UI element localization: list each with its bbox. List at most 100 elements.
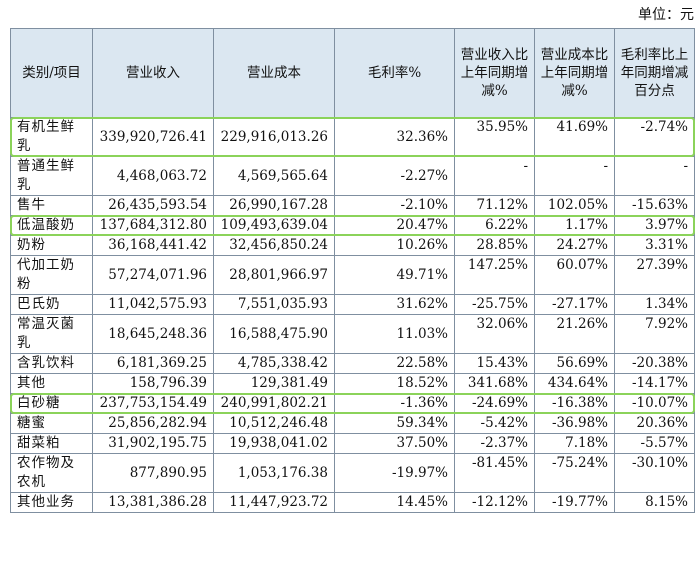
table-row: 含乳饮料 6,181,369.25 4,785,338.42 22.58% 15.43%…	[10, 353, 695, 374]
row-name: 甜菜粕	[10, 433, 93, 454]
row-revenue: 26,435,593.54	[92, 195, 214, 216]
row-cost: 32,456,850.24	[213, 235, 335, 256]
row-cost-change: 434.64%	[534, 373, 615, 394]
row-margin-change: -30.10%	[614, 453, 695, 493]
row-margin: 10.26%	[334, 235, 455, 256]
row-revenue-change: -12.12%	[454, 492, 535, 513]
row-margin-change: -15.63%	[614, 195, 695, 216]
row-revenue: 36,168,441.42	[92, 235, 214, 256]
row-cost: 240,991,802.21	[213, 393, 335, 414]
row-revenue: 6,181,369.25	[92, 353, 214, 374]
row-margin: -2.27%	[334, 156, 455, 196]
row-cost-change: -19.77%	[534, 492, 615, 513]
header-margin: 毛利率%	[334, 28, 455, 118]
table-row: 奶粉 36,168,441.42 32,456,850.24 10.26% 28.85%…	[10, 235, 695, 256]
row-cost-change: 1.17%	[534, 215, 615, 236]
table-body: 有机生鲜乳 339,920,726.41 229,916,013.26 32.36% 3…	[10, 117, 695, 513]
row-margin: 18.52%	[334, 373, 455, 394]
row-cost-change: 21.26%	[534, 314, 615, 354]
row-margin-change: -	[614, 156, 695, 196]
row-cost-change: -	[534, 156, 615, 196]
row-cost-change: -75.24%	[534, 453, 615, 493]
header-revenue: 营业收入	[92, 28, 214, 118]
row-revenue: 877,890.95	[92, 453, 214, 493]
row-name: 低温酸奶	[10, 215, 93, 236]
row-revenue-change: -25.75%	[454, 294, 535, 315]
row-margin-change: -14.17%	[614, 373, 695, 394]
row-margin: 49.71%	[334, 255, 455, 295]
header-margin-change: 毛利率比上年同期增减百分点	[614, 28, 695, 118]
row-revenue: 137,684,312.80	[92, 215, 214, 236]
row-revenue: 4,468,063.72	[92, 156, 214, 196]
row-name: 糖蜜	[10, 413, 93, 434]
row-cost-change: 102.05%	[534, 195, 615, 216]
table-row: 农作物及农机 877,890.95 1,053,176.38 -19.97% -81.4…	[10, 453, 695, 493]
row-cost-change: 7.18%	[534, 433, 615, 454]
row-revenue-change: -24.69%	[454, 393, 535, 414]
table-row: 巴氏奶 11,042,575.93 7,551,035.93 31.62% -25.75…	[10, 294, 695, 315]
row-margin-change: 1.34%	[614, 294, 695, 315]
row-name: 普通生鲜乳	[10, 156, 93, 196]
row-name: 有机生鲜乳	[10, 117, 93, 157]
row-cost: 1,053,176.38	[213, 453, 335, 493]
row-cost-change: -16.38%	[534, 393, 615, 414]
row-revenue: 237,753,154.49	[92, 393, 214, 414]
row-cost-change: -27.17%	[534, 294, 615, 315]
row-margin-change: 3.97%	[614, 215, 695, 236]
row-revenue-change: 15.43%	[454, 353, 535, 374]
row-margin: 32.36%	[334, 117, 455, 157]
row-name: 其他	[10, 373, 93, 394]
row-revenue: 57,274,071.96	[92, 255, 214, 295]
row-margin: 11.03%	[334, 314, 455, 354]
row-revenue-change: 341.68%	[454, 373, 535, 394]
header-cost-change: 营业成本比上年同期增减%	[534, 28, 615, 118]
table-row: 其他 158,796.39 129,381.49 18.52% 341.68% 434.6…	[10, 373, 695, 394]
row-margin-change: -5.57%	[614, 433, 695, 454]
row-margin: 22.58%	[334, 353, 455, 374]
row-revenue-change: -2.37%	[454, 433, 535, 454]
table-row: 常温灭菌乳 18,645,248.36 16,588,475.90 11.03% 32.…	[10, 314, 695, 354]
row-revenue: 11,042,575.93	[92, 294, 214, 315]
row-cost: 10,512,246.48	[213, 413, 335, 434]
row-margin-change: 3.31%	[614, 235, 695, 256]
row-cost: 4,569,565.64	[213, 156, 335, 196]
row-revenue-change: -81.45%	[454, 453, 535, 493]
row-cost: 229,916,013.26	[213, 117, 335, 157]
row-revenue-change: 71.12%	[454, 195, 535, 216]
row-margin: 20.47%	[334, 215, 455, 236]
table-row: 白砂糖 237,753,154.49 240,991,802.21 -1.36% -24…	[10, 393, 695, 414]
row-cost: 28,801,966.97	[213, 255, 335, 295]
row-cost: 7,551,035.93	[213, 294, 335, 315]
row-cost: 16,588,475.90	[213, 314, 335, 354]
table-row: 低温酸奶 137,684,312.80 109,493,639.04 20.47% 6.…	[10, 215, 695, 236]
row-cost: 26,990,167.28	[213, 195, 335, 216]
table-row: 甜菜粕 31,902,195.75 19,938,041.02 37.50% -2.37…	[10, 433, 695, 454]
row-margin-change: 27.39%	[614, 255, 695, 295]
row-revenue-change: -5.42%	[454, 413, 535, 434]
row-name: 其他业务	[10, 492, 93, 513]
row-cost: 11,447,923.72	[213, 492, 335, 513]
row-name: 奶粉	[10, 235, 93, 256]
row-cost-change: 56.69%	[534, 353, 615, 374]
header-revenue-change: 营业收入比上年同期增减%	[454, 28, 535, 118]
table-row: 其他业务 13,381,386.28 11,447,923.72 14.45% -12.…	[10, 492, 695, 513]
row-margin: 59.34%	[334, 413, 455, 434]
header-cost: 营业成本	[213, 28, 335, 118]
row-margin-change: -2.74%	[614, 117, 695, 157]
row-name: 白砂糖	[10, 393, 93, 414]
row-revenue: 25,856,282.94	[92, 413, 214, 434]
row-revenue: 13,381,386.28	[92, 492, 214, 513]
row-cost-change: -36.98%	[534, 413, 615, 434]
row-revenue: 31,902,195.75	[92, 433, 214, 454]
row-name: 代加工奶粉	[10, 255, 93, 295]
row-revenue-change: 6.22%	[454, 215, 535, 236]
table-row: 售牛 26,435,593.54 26,990,167.28 -2.10% 71.12%…	[10, 195, 695, 216]
row-margin-change: 7.92%	[614, 314, 695, 354]
table-row: 糖蜜 25,856,282.94 10,512,246.48 59.34% -5.42%…	[10, 413, 695, 434]
row-revenue: 18,645,248.36	[92, 314, 214, 354]
row-revenue-change: -	[454, 156, 535, 196]
table-header-row: 类别/项目 营业收入 营业成本 毛利率% 营业收入比上年同期增减% 营业成本比上…	[10, 28, 695, 118]
row-cost-change: 41.69%	[534, 117, 615, 157]
row-cost: 19,938,041.02	[213, 433, 335, 454]
row-margin-change: 20.36%	[614, 413, 695, 434]
